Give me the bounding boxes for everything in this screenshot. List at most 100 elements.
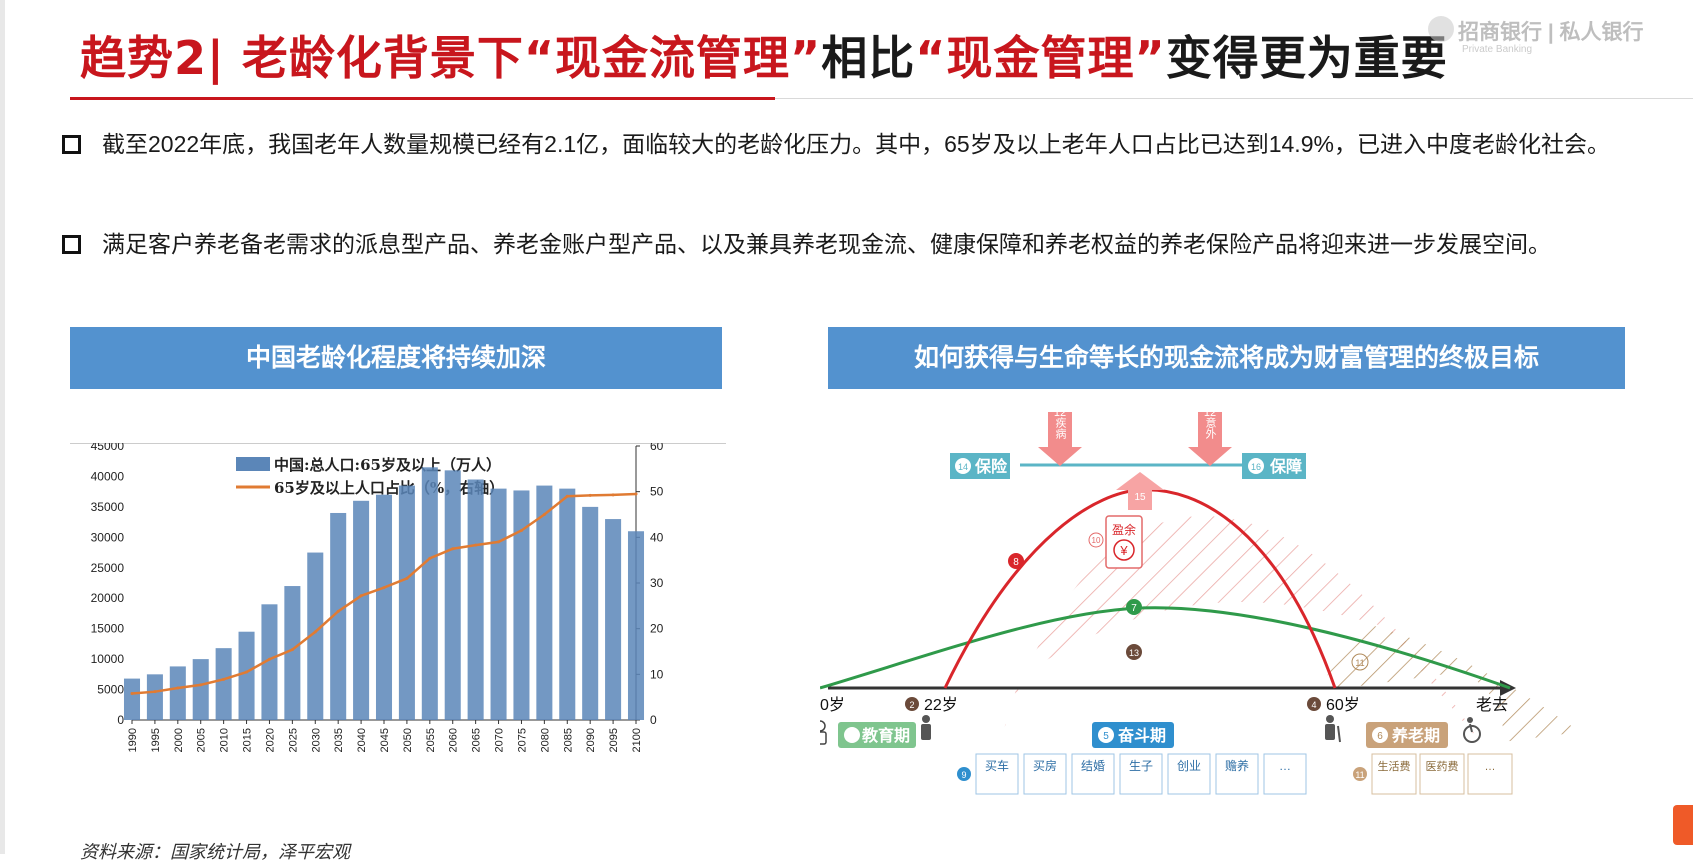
- population-bar: [421, 467, 438, 720]
- ratio-point: [313, 630, 317, 634]
- population-bar: [375, 494, 393, 720]
- retirement-hatch-area: [1317, 622, 1580, 742]
- expense-work-label: 买车: [985, 758, 1009, 773]
- y-right-tick-label: 40: [650, 530, 664, 544]
- legend-bar-label: 中国:总人口:65岁及以上（万人）: [274, 456, 501, 474]
- yen-coin-icon: [1113, 539, 1135, 561]
- expense-retire-label: 医药费: [1426, 760, 1459, 773]
- node-14: 14: [958, 462, 968, 472]
- x-tick-label: 2035: [333, 728, 345, 752]
- population-bar: [536, 485, 553, 720]
- y-left-tick-label: 35000: [91, 500, 125, 514]
- node-2: 2: [909, 700, 914, 710]
- aging-chart: 中国:总人口:65岁及以上（万人） 65岁及以上人口占比（%，右轴） 0 5000…: [68, 439, 728, 854]
- baby-icon: [813, 720, 827, 745]
- node-6-circle: [1372, 727, 1388, 743]
- age-old-label: 老去: [1476, 696, 1508, 714]
- risk-accident-label: 意外: [1204, 416, 1217, 440]
- expense-work-label: 结婚: [1081, 759, 1105, 773]
- x-tick-label: 2075: [516, 728, 528, 752]
- population-bar: [444, 470, 461, 720]
- ratio-point: [497, 540, 501, 544]
- x-tick-label: 2085: [562, 728, 574, 752]
- node-5: 5: [1103, 731, 1109, 742]
- ratio-point: [588, 493, 592, 497]
- node-15: 15: [1134, 492, 1146, 503]
- logo-icon: [1428, 16, 1454, 42]
- population-bar: [627, 531, 645, 720]
- node-13-circle: [1126, 644, 1142, 660]
- population-bar: [353, 500, 370, 720]
- title-divider: [775, 98, 1693, 99]
- phase-work-box: [1092, 722, 1174, 748]
- node-5-circle: [1098, 727, 1114, 743]
- expense-work-card: [1119, 753, 1163, 795]
- x-tick-label: 2080: [539, 728, 551, 752]
- protect-left-label: 保险: [974, 457, 1008, 476]
- node-16-circle: [1248, 458, 1264, 474]
- age-60-label: 60岁: [1326, 696, 1360, 714]
- right-panel-header: 如何获得与生命等长的现金流将成为财富管理的终极目标: [828, 327, 1625, 389]
- expense-work-label: 赡养: [1225, 758, 1249, 773]
- lifecycle-cashflow-diagram: 14 保险 16 保障 12 疾病 12 意外 15 盈余 ¥ 10 8 7 1…: [801, 397, 1690, 854]
- wheelchair-icon: [1463, 717, 1481, 743]
- age-0-label: 0岁: [820, 696, 845, 714]
- x-tick-label: 1995: [150, 728, 162, 752]
- ratio-point: [359, 594, 363, 598]
- node-4-circle: [1307, 697, 1321, 711]
- y-left-tick-label: 30000: [91, 530, 125, 544]
- x-tick-label: 2070: [494, 728, 506, 752]
- legend-bar-swatch: [236, 457, 270, 471]
- ratio-point: [222, 677, 226, 681]
- population-bar: [307, 552, 324, 720]
- expense-work-card: [1023, 753, 1067, 795]
- population-bar: [215, 648, 232, 720]
- title-compare: 相比: [821, 31, 916, 85]
- expense-work-label: 生子: [1129, 759, 1153, 773]
- population-bar: [261, 604, 278, 720]
- population-bar: [192, 659, 209, 720]
- ratio-point: [267, 657, 271, 661]
- bullet-text: 截至2022年底，我国老年人数量规模已经有2.1亿，面临较大的老龄化压力。其中，…: [102, 131, 1610, 157]
- x-tick-label: 2040: [356, 728, 368, 752]
- bullet-product-outlook: 满足客户养老备老需求的派息型产品、养老金账户型产品、以及兼具养老现金流、健康保障…: [62, 224, 1682, 264]
- expense-retire-label: …: [1485, 761, 1496, 773]
- ratio-point: [199, 683, 203, 687]
- ratio-point: [405, 576, 409, 580]
- ratio-point: [565, 494, 569, 498]
- ratio-point: [428, 556, 432, 560]
- y-right-tick-label: 20: [650, 622, 664, 636]
- x-tick-label: 2045: [379, 728, 391, 752]
- population-bar: [490, 488, 507, 720]
- surplus-up-arrow-icon: [1116, 472, 1164, 510]
- node-14-circle: [955, 458, 971, 474]
- y-left-tick-label: 25000: [91, 561, 125, 575]
- floating-widget-tab[interactable]: [1673, 805, 1693, 845]
- node-13: 13: [1129, 648, 1139, 658]
- phase-retire-label: 养老期: [1391, 726, 1440, 745]
- node-2-circle: [905, 697, 919, 711]
- population-bar: [238, 631, 255, 720]
- elder-icon: [1325, 715, 1341, 743]
- slide-title: 趋势2| 老龄化背景下“现金流管理”相比“现金管理”变得更为重要: [80, 22, 1448, 88]
- ratio-point: [176, 686, 180, 690]
- node-3-circle: [844, 727, 860, 743]
- title-quote-cash: “现金管理”: [915, 31, 1166, 85]
- x-tick-label: 2030: [310, 728, 322, 752]
- title-suffix: 变得更为重要: [1165, 31, 1448, 85]
- y-right-tick-label: 50: [650, 485, 664, 499]
- node-8: 8: [1013, 557, 1019, 568]
- node-4: 4: [1311, 700, 1316, 710]
- x-tick-label: 2010: [219, 728, 231, 752]
- ratio-point: [542, 513, 546, 516]
- protect-right-label: 保障: [1269, 457, 1302, 476]
- y-left-tick-label: 10000: [91, 652, 125, 666]
- expense-work-card: [1167, 753, 1211, 795]
- expense-retire-card: [1467, 753, 1513, 795]
- x-tick-label: 2060: [448, 728, 460, 752]
- x-tick-label: 1990: [127, 728, 139, 752]
- expense-retire-label: 生活费: [1378, 759, 1411, 773]
- x-tick-label: 2100: [631, 728, 643, 752]
- ratio-point: [290, 648, 294, 652]
- population-bar: [467, 479, 484, 720]
